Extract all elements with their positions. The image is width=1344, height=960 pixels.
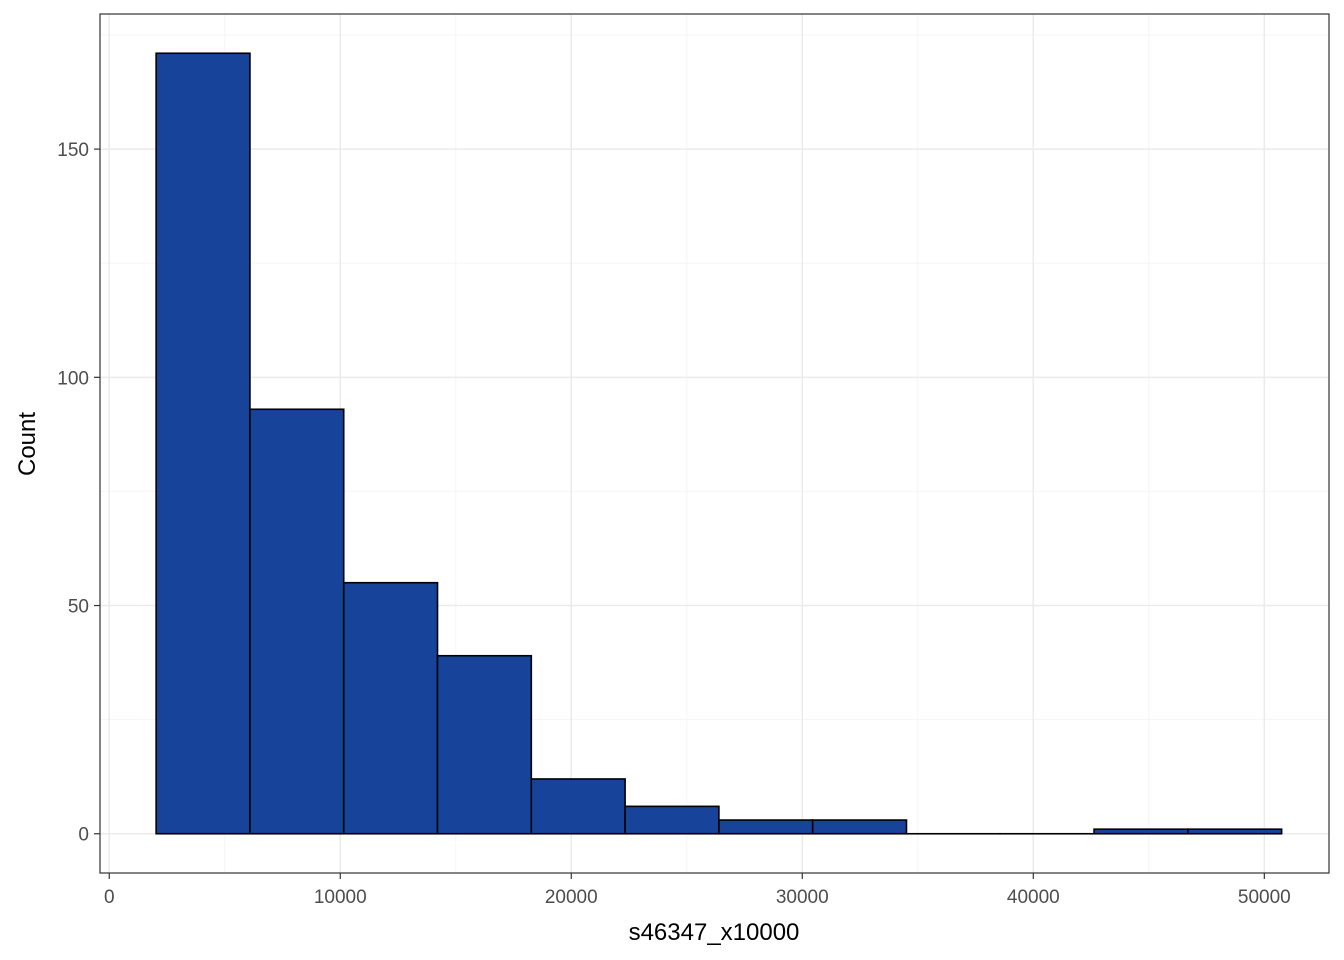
y-tick-label: 100: [57, 368, 89, 389]
histogram-bar: [1187, 828, 1283, 835]
x-axis: 0 10000 20000 30000 40000 50000: [104, 873, 1291, 908]
x-tick-label: 10000: [314, 887, 367, 908]
histogram-bar: [249, 408, 345, 835]
histogram-bar: [624, 805, 720, 835]
histogram-bar: [530, 778, 626, 835]
y-tick-label: 150: [57, 140, 89, 161]
y-tick-label: 0: [78, 825, 89, 846]
grid-minor: [100, 14, 1329, 873]
histogram-bar: [155, 52, 251, 835]
x-tick-label: 0: [104, 887, 115, 908]
y-tick-label: 50: [68, 597, 89, 618]
x-tick-label: 50000: [1238, 887, 1291, 908]
histogram-bar: [342, 581, 439, 835]
x-tick-label: 30000: [776, 887, 829, 908]
y-axis: 0 50 100 150: [57, 140, 100, 846]
histogram-bars: [155, 52, 1283, 835]
x-tick-label: 40000: [1007, 887, 1060, 908]
histogram-bar: [436, 654, 533, 835]
histogram-bar: [1093, 828, 1189, 835]
y-axis-title: Count: [14, 412, 41, 476]
x-tick-label: 20000: [545, 887, 598, 908]
histogram-bar: [718, 819, 814, 835]
histogram-bar: [811, 819, 908, 835]
x-axis-title: s46347_x10000: [629, 919, 800, 946]
panel-border: [99, 13, 1330, 874]
